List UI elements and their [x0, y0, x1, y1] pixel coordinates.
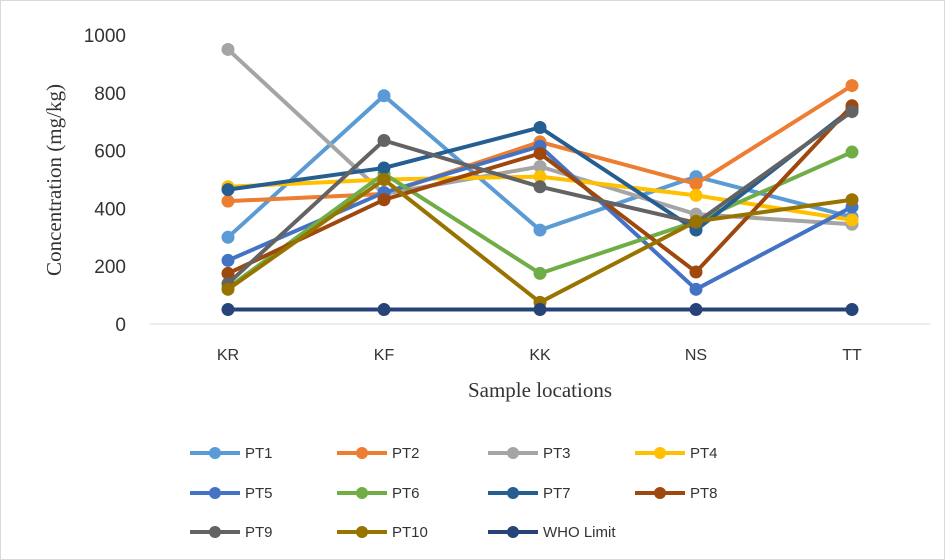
legend-marker [356, 487, 368, 499]
y-tick-label: 400 [94, 199, 126, 220]
data-point [222, 283, 235, 296]
x-tick-label: NS [685, 347, 707, 364]
legend-marker [356, 526, 368, 538]
data-point [378, 173, 391, 186]
data-point [534, 267, 547, 280]
data-point [222, 183, 235, 196]
data-point [378, 134, 391, 147]
legend-marker [507, 447, 519, 459]
data-point [378, 89, 391, 102]
data-point [534, 147, 547, 160]
data-point [222, 254, 235, 267]
legend-marker [356, 447, 368, 459]
data-point [378, 193, 391, 206]
y-tick-label: 1000 [84, 26, 126, 47]
legend-label: PT9 [245, 524, 273, 541]
data-point [534, 303, 547, 316]
data-point [378, 161, 391, 174]
x-tick-label: KF [374, 347, 395, 364]
data-point [846, 213, 859, 226]
data-point [690, 177, 703, 190]
y-tick-label: 200 [94, 257, 126, 278]
legend-label: PT1 [245, 445, 273, 462]
legend-marker [209, 487, 221, 499]
data-point [534, 121, 547, 134]
legend-label: PT7 [543, 485, 571, 502]
data-point [222, 43, 235, 56]
data-point [690, 215, 703, 228]
data-point [534, 224, 547, 237]
y-tick-label: 600 [94, 142, 126, 163]
legend-marker [209, 447, 221, 459]
data-point [846, 79, 859, 92]
y-axis-title: Concentration (mg/kg) [42, 84, 66, 276]
x-axis-title: Sample locations [468, 378, 612, 402]
data-point [846, 105, 859, 118]
legend-label: PT4 [690, 445, 718, 462]
legend-marker [654, 447, 666, 459]
legend-marker [209, 526, 221, 538]
legend-marker [507, 526, 519, 538]
legend-label: PT10 [392, 524, 428, 541]
data-point [378, 303, 391, 316]
data-point [690, 265, 703, 278]
data-point [846, 303, 859, 316]
y-tick-label: 0 [115, 315, 126, 336]
data-point [846, 193, 859, 206]
data-point [846, 146, 859, 159]
legend-label: PT3 [543, 445, 571, 462]
data-point [222, 303, 235, 316]
x-tick-label: KR [217, 347, 239, 364]
data-point [690, 303, 703, 316]
legend-label: PT8 [690, 485, 718, 502]
y-tick-label: 800 [94, 84, 126, 105]
legend-marker [507, 487, 519, 499]
x-tick-label: KK [529, 347, 551, 364]
legend-marker [654, 487, 666, 499]
legend-label: PT2 [392, 445, 420, 462]
data-point [690, 189, 703, 202]
legend-label: WHO Limit [543, 524, 616, 541]
data-point [222, 231, 235, 244]
legend-label: PT6 [392, 485, 420, 502]
x-tick-label: TT [842, 347, 862, 364]
data-point [690, 283, 703, 296]
data-point [222, 195, 235, 208]
legend-label: PT5 [245, 485, 273, 502]
data-point [534, 180, 547, 193]
